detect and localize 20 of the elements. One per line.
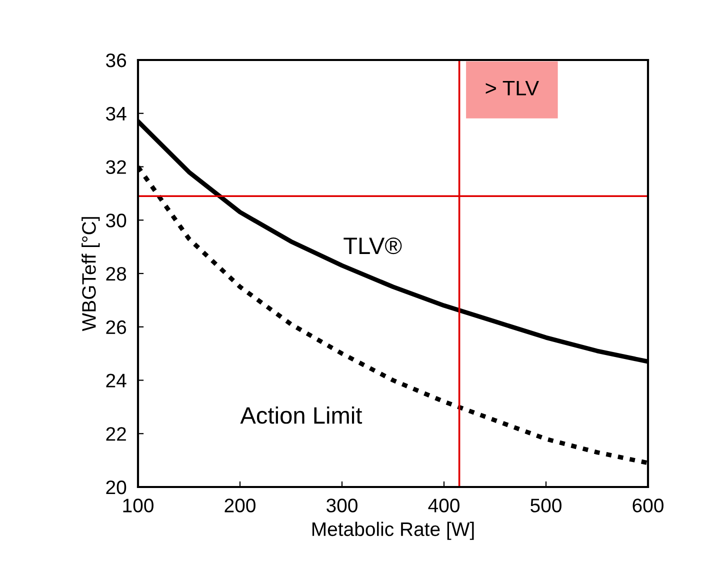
y-tick-label: 20 <box>106 480 126 494</box>
y-tick-label: 32 <box>106 160 126 174</box>
y-tick-label: 34 <box>106 106 126 121</box>
x-tick-label: 400 <box>428 498 460 512</box>
y-tick-label: 22 <box>106 427 126 441</box>
y-tick-label: 30 <box>106 214 126 228</box>
x-tick-label: 100 <box>123 498 154 512</box>
x-tick-label: 200 <box>224 498 256 512</box>
x-tick-label: 600 <box>632 498 664 512</box>
x-axis-title: Metabolic Rate [W] <box>312 522 474 540</box>
y-tick-label: 36 <box>106 53 126 68</box>
x-tick-label: 500 <box>530 498 562 512</box>
series-label: Action Limit <box>240 406 362 424</box>
y-tick-label: 26 <box>106 320 126 334</box>
annotation: > TLV <box>486 80 539 96</box>
y-axis-title: WBGTeff [°C] <box>82 217 100 332</box>
x-tick-label: 300 <box>326 498 358 512</box>
series-label: TLV® <box>344 237 402 254</box>
y-tick-label: 24 <box>106 374 126 388</box>
y-tick-label: 28 <box>106 266 126 281</box>
